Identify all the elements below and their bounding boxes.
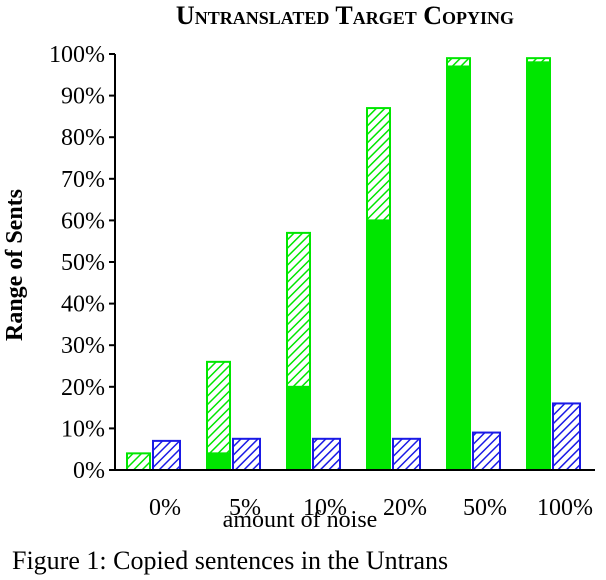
x-ticks: 0% 5% 10% 20% 50% 100% bbox=[149, 495, 593, 521]
y-tick-label: 60% bbox=[61, 208, 105, 234]
y-tick-label: 90% bbox=[61, 84, 105, 110]
chart: Untranslated Target Copying Range of Sen… bbox=[2, 1, 595, 533]
bar-hatched bbox=[286, 231, 311, 388]
x-tick-label: 0% bbox=[149, 495, 181, 521]
y-tick-label: 50% bbox=[61, 250, 105, 276]
x-tick-label: 10% bbox=[303, 495, 347, 521]
bar-blue bbox=[472, 431, 501, 471]
y-tick-label: 20% bbox=[61, 375, 105, 401]
bar-blue bbox=[152, 439, 181, 472]
bar-hatched bbox=[366, 107, 391, 222]
y-tick-label: 70% bbox=[61, 167, 105, 193]
bar-hatched bbox=[446, 57, 471, 68]
bar-blue bbox=[312, 437, 341, 471]
bar-solid bbox=[286, 385, 311, 471]
bar-solid bbox=[526, 61, 551, 471]
y-tick-label: 100% bbox=[49, 42, 105, 68]
x-tick-label: 20% bbox=[383, 495, 427, 521]
figure-caption: Figure 1: Copied sentences in the Untran… bbox=[12, 546, 449, 575]
bar-solid bbox=[366, 219, 391, 471]
bar-solid bbox=[446, 65, 471, 471]
bars bbox=[126, 57, 581, 472]
bar-hatched bbox=[126, 452, 151, 471]
x-tick-label: 5% bbox=[229, 495, 261, 521]
chart-title: Untranslated Target Copying bbox=[176, 1, 514, 30]
bar-hatched bbox=[526, 57, 551, 64]
bar-hatched bbox=[206, 360, 231, 455]
bar-blue bbox=[392, 437, 421, 471]
y-tick-label: 0% bbox=[73, 458, 105, 484]
y-axis-label: Range of Sents bbox=[2, 189, 28, 341]
y-tick-label: 80% bbox=[61, 125, 105, 151]
y-tick-label: 40% bbox=[61, 292, 105, 318]
y-tick-label: 30% bbox=[61, 333, 105, 359]
bar-solid bbox=[206, 452, 231, 471]
y-tick-label: 10% bbox=[61, 416, 105, 442]
bar-blue bbox=[232, 437, 261, 471]
bar-blue bbox=[552, 402, 581, 471]
x-axis-label: amount of noise bbox=[223, 507, 378, 533]
y-ticks: 0% 10% 20% 30% 40% 50% 60% 70% 80% 90% 100% bbox=[49, 42, 115, 484]
x-tick-label: 100% bbox=[537, 495, 593, 521]
x-tick-label: 50% bbox=[463, 495, 507, 521]
